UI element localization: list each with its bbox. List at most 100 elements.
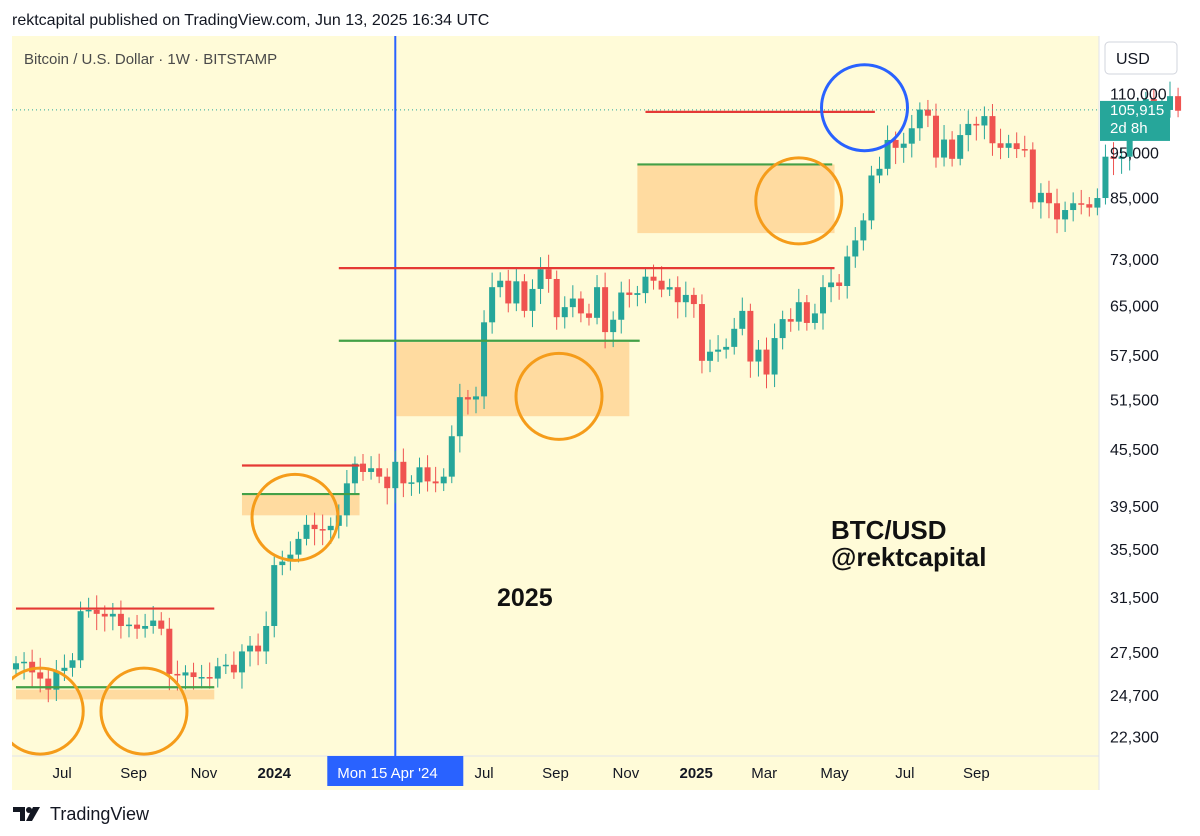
bear-candle — [206, 662, 213, 689]
candle-body — [481, 322, 488, 397]
candlestick-chart[interactable]: Bitcoin / U.S. Dollar · 1W · BITSTAMP 20… — [12, 36, 1188, 790]
bull-candle — [472, 386, 479, 414]
bull-candle — [481, 310, 488, 409]
bull-candle — [69, 653, 76, 677]
candle-body — [45, 678, 52, 690]
candle-body — [585, 313, 592, 318]
bull-candle — [263, 611, 270, 664]
candle-body — [448, 436, 455, 477]
demand-zone — [241, 494, 360, 516]
candle-body — [37, 672, 44, 679]
candle-body — [271, 565, 278, 626]
candle-body — [844, 256, 851, 286]
candle-body — [755, 349, 762, 362]
candle-body — [997, 143, 1004, 148]
candle-body — [230, 664, 237, 673]
bear-candle — [93, 595, 100, 631]
price-axis: 110,000 95,000 85,000 73,000 65,000 57,500 51,… — [1110, 87, 1167, 747]
bear-candle — [101, 605, 108, 632]
candle-body — [1062, 210, 1069, 220]
demand-zone — [16, 689, 215, 700]
candle-body — [674, 287, 681, 303]
candle-body — [1054, 203, 1061, 220]
bull-candle — [198, 664, 205, 689]
candle-body — [924, 109, 931, 116]
bull-candle — [723, 338, 730, 359]
candle-body — [957, 135, 964, 159]
price-tick-label: 73,000 — [1110, 252, 1159, 269]
time-tick-label: Sep — [963, 765, 990, 782]
price-tick-label: 35,500 — [1110, 542, 1159, 559]
chart-panel[interactable]: Bitcoin / U.S. Dollar · 1W · BITSTAMP 20… — [12, 36, 1188, 790]
candle-body — [198, 677, 205, 679]
candle-body — [222, 664, 229, 667]
bull-candle — [351, 456, 358, 494]
bull-candle — [21, 652, 28, 680]
bull-candle — [1062, 201, 1069, 232]
candle-body — [594, 287, 601, 318]
bear-candle — [1021, 135, 1028, 158]
candle-body — [1094, 198, 1101, 208]
candle-body — [416, 467, 423, 483]
bear-candle — [360, 453, 367, 481]
price-tick-label: 110,000 — [1110, 87, 1167, 104]
candle-body — [779, 319, 786, 339]
bear-candle — [505, 269, 512, 313]
candle-body — [1086, 204, 1093, 208]
bull-candle — [295, 531, 302, 563]
candle-body — [206, 677, 213, 679]
candle-body — [1110, 156, 1117, 159]
candle-body — [981, 116, 988, 126]
bull-candle — [497, 272, 504, 298]
candle-body — [150, 620, 157, 626]
bull-candle — [642, 267, 649, 304]
candle-body — [610, 319, 617, 333]
candle-body — [255, 645, 262, 652]
candle-body — [698, 304, 705, 361]
bear-candle — [384, 468, 391, 505]
bear-candle — [376, 453, 383, 484]
price-tick-label: 95,000 — [1110, 146, 1159, 163]
candle-body — [634, 293, 641, 295]
bull-candle — [811, 303, 818, 330]
time-tick-label: Sep — [542, 765, 569, 782]
candle-body — [747, 310, 754, 362]
candle-body — [707, 351, 714, 361]
candle-body — [303, 524, 310, 539]
time-tick-label: 2025 — [679, 765, 712, 782]
candle-body — [263, 625, 270, 652]
candle-body — [553, 278, 560, 318]
bear-candle — [989, 104, 996, 156]
bull-candle — [860, 213, 867, 251]
candle-body — [731, 328, 738, 347]
price-tick-label: 45,500 — [1110, 442, 1159, 459]
candle-body — [908, 128, 915, 144]
bear-candle — [932, 103, 939, 168]
bull-candle — [941, 125, 948, 167]
candle-body — [343, 483, 350, 516]
currency-button[interactable]: USD — [1104, 41, 1178, 75]
bull-candle — [1005, 134, 1012, 158]
candle-body — [125, 624, 132, 627]
candle-body — [287, 554, 294, 562]
candle-body — [505, 280, 512, 304]
candle-body — [561, 307, 568, 318]
bull-candle — [634, 285, 641, 307]
bull-candle — [779, 310, 786, 350]
currency-label: USD — [1116, 51, 1150, 68]
bull-candle — [900, 132, 907, 163]
watermark-pair: BTC/USD — [831, 515, 947, 545]
bear-candle — [747, 303, 754, 378]
bull-candle — [214, 657, 221, 688]
bull-candle — [1102, 144, 1109, 205]
candle-body — [690, 294, 697, 305]
candle-body — [214, 666, 221, 679]
time-tick-label: Sep — [120, 765, 147, 782]
candle-body — [351, 463, 358, 484]
publish-header: rektcapital published on TradingView.com… — [12, 12, 490, 29]
bull-candle — [981, 106, 988, 140]
bull-candle — [739, 297, 746, 336]
candle-body — [174, 673, 181, 676]
bull-candle — [368, 456, 375, 480]
candle-body — [327, 525, 334, 531]
